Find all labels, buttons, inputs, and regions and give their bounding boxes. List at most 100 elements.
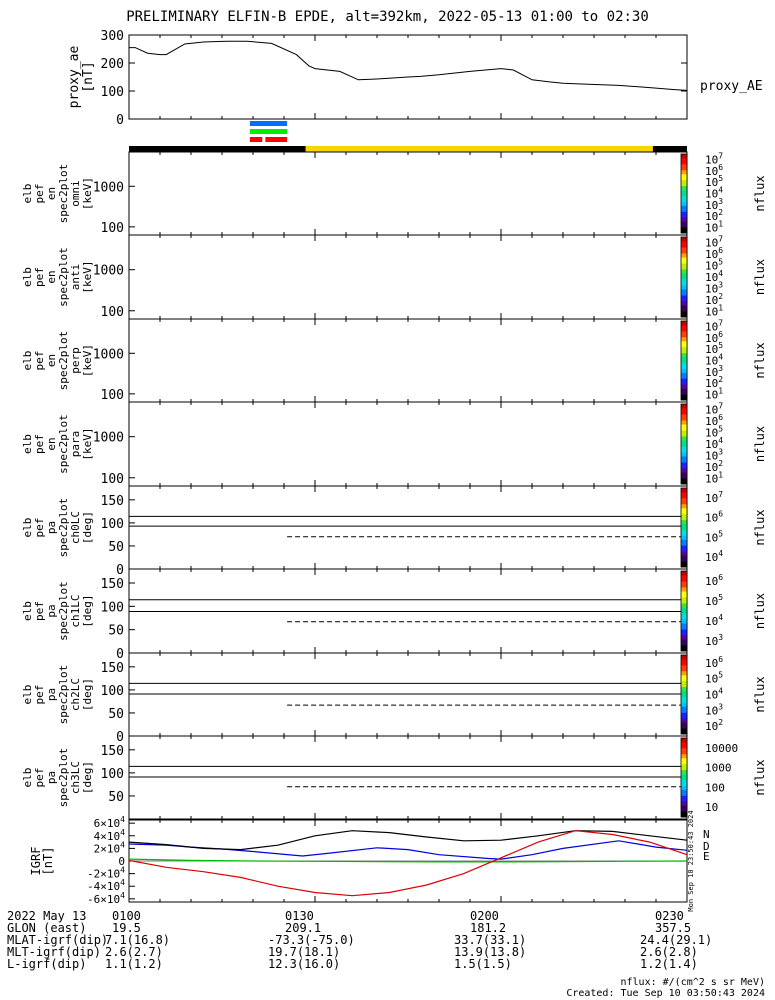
igrf-ytick-label: -6×104: [87, 891, 125, 906]
colorbar-seg-2: [681, 336, 687, 340]
colorbar-seg-4: [681, 531, 687, 534]
ephem-mlat-0100: 7.1(16.8): [105, 933, 171, 947]
colorbar-seg-3: [681, 466, 687, 469]
ephem-mlat-0230: 24.4(29.1): [640, 933, 713, 947]
colorbar-seg-0: [681, 161, 687, 165]
colorbar-seg-0: [681, 209, 687, 212]
colorbar-seg-5: [681, 617, 687, 620]
colorbar-seg-3: [681, 444, 687, 447]
colorbar-seg-2: [681, 330, 687, 334]
ephem-label-mlat: MLAT-igrf(dip): [7, 933, 109, 947]
colorbar-seg-6: [681, 664, 687, 668]
colorbar-seg-7: [681, 815, 687, 818]
igrf-ytick-label: -2×104: [87, 866, 125, 881]
panel-ylabel-en_para: para: [69, 431, 82, 458]
colorbar-seg-6: [681, 680, 687, 684]
panel-ylabel-pa_ch0: pef: [33, 518, 46, 538]
colorbar-seg-7: [681, 741, 687, 745]
colorbar-seg-6: [681, 672, 687, 676]
colorbar-seg-4: [681, 523, 687, 527]
colorbar-seg-5: [681, 601, 687, 604]
colorbar-tick-label: 103: [705, 633, 723, 648]
colorbar-seg-2: [681, 342, 687, 346]
colorbar-seg-6: [681, 678, 687, 682]
science-bar-3: [265, 137, 288, 142]
colorbar-seg-5: [681, 599, 687, 602]
colorbar-seg-7: [681, 753, 687, 757]
colorbar-seg-7: [681, 739, 687, 743]
colorbar-seg-7: [681, 747, 687, 751]
colorbar-seg-2: [681, 372, 687, 375]
panel-ylabel-pa_ch3: ch3LC: [69, 761, 82, 794]
colorbar-tick-label: 103: [705, 702, 723, 717]
colorbar-seg-5: [681, 641, 687, 644]
colorbar-seg-4: [681, 491, 687, 495]
colorbar-seg-2: [681, 374, 687, 377]
colorbar-seg-6: [681, 700, 687, 703]
colorbar-tick-label: 101: [705, 219, 723, 234]
colorbar-tick-label: 104: [705, 269, 723, 284]
colorbar-seg-4: [681, 511, 687, 515]
panel-ylabel-pa_ch1: ch1LC: [69, 594, 82, 627]
colorbar-seg-1: [681, 249, 687, 252]
colorbar-seg-0: [681, 157, 687, 161]
colorbar-seg-1: [681, 311, 687, 314]
colorbar-seg-5: [681, 593, 687, 596]
colorbar-seg-6: [681, 682, 687, 686]
panel-ylabel-en_omni: pef: [33, 184, 46, 204]
ephem-date-0230: 0230: [655, 909, 684, 923]
colorbar-tick-label: 1000: [705, 762, 732, 775]
colorbar-seg-2: [681, 326, 687, 330]
colorbar-tick-label: 106: [705, 655, 723, 670]
ytick-label: 100: [101, 600, 124, 615]
colorbar-tick-label: 106: [705, 573, 723, 588]
colorbar-label: nflux: [753, 593, 767, 629]
colorbar-seg-4: [681, 541, 687, 544]
colorbar-seg-2: [681, 348, 687, 352]
colorbar-seg-2: [681, 358, 687, 361]
colorbar-seg-5: [681, 639, 687, 642]
colorbar-seg-6: [681, 726, 687, 729]
colorbar-seg-0: [681, 177, 687, 181]
colorbar-seg-7: [681, 767, 687, 771]
colorbar-seg-1: [681, 247, 687, 250]
panel-ylabel-en_para: pef: [33, 434, 46, 454]
colorbar-seg-6: [681, 688, 687, 692]
colorbar-seg-1: [681, 313, 687, 316]
created-note: Created: Tue Sep 10 03:50:43 2024: [566, 988, 765, 999]
colorbar-seg-5: [681, 643, 687, 646]
colorbar-seg-3: [681, 406, 687, 409]
colorbar-seg-7: [681, 797, 687, 800]
panel-ylabel-en_anti: elb: [21, 267, 34, 287]
colorbar-seg-7: [681, 783, 687, 786]
colorbar-seg-3: [681, 442, 687, 445]
colorbar-tick-label: 106: [705, 246, 723, 261]
colorbar-seg-0: [681, 155, 687, 159]
colorbar-seg-4: [681, 499, 687, 503]
panel-ylabel-pa_ch3: elb: [21, 768, 34, 788]
colorbar-tick-label: 10000: [705, 742, 738, 755]
colorbar-seg-0: [681, 187, 687, 191]
ytick-label: 100: [101, 305, 124, 320]
colorbar-tick-label: 10: [705, 801, 718, 814]
ephem-label-date: 2022 May 13: [7, 909, 87, 923]
colorbar-seg-1: [681, 271, 687, 274]
colorbar-seg-6: [681, 704, 687, 707]
colorbar-seg-5: [681, 619, 687, 622]
colorbar-seg-6: [681, 692, 687, 695]
ytick-label: 0: [116, 730, 124, 745]
colorbar-seg-1: [681, 255, 687, 258]
ytick-label: 100: [101, 767, 124, 782]
ytick-label: 50: [108, 707, 124, 722]
colorbar-seg-5: [681, 605, 687, 608]
colorbar-seg-2: [681, 321, 687, 324]
colorbar-seg-4: [681, 565, 687, 568]
colorbar-tick-label: 105: [705, 671, 723, 686]
panel-ylabel-pa_ch1: pef: [33, 601, 46, 621]
colorbar-seg-2: [681, 324, 687, 328]
colorbar-seg-7: [681, 795, 687, 798]
colorbar-seg-1: [681, 267, 687, 270]
panel-ylabel-pa_ch2: elb: [21, 685, 34, 705]
panel-frame-pa_ch0: [128, 485, 688, 570]
